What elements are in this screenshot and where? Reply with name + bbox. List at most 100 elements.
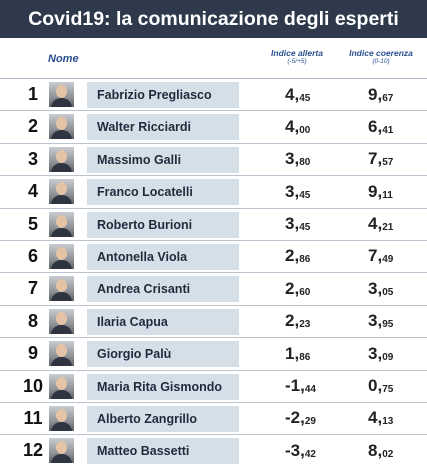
coerenza-decimal: 67 (382, 92, 394, 104)
allerta-decimal: 00 (299, 124, 311, 136)
allerta-decimal: 60 (299, 286, 311, 298)
column-header-coerenza-range: (0-10) (372, 58, 390, 66)
coerenza-decimal: 21 (382, 222, 394, 234)
avatar (49, 341, 74, 367)
avatar (49, 243, 74, 269)
column-header-allerta-label: Indice allerta (271, 48, 323, 58)
indice-coerenza-value: 9, 11 (368, 176, 393, 207)
coerenza-integer: 4, (368, 214, 383, 234)
coerenza-integer: 3, (368, 343, 383, 363)
coerenza-decimal: 57 (382, 157, 394, 169)
rank-number: 8 (27, 310, 38, 331)
expert-name: Giorgio Palù (87, 341, 239, 368)
allerta-integer: -1, (285, 376, 305, 396)
table-row: 4 Franco Locatelli 3, 45 9, 11 (0, 175, 427, 207)
allerta-decimal: 45 (299, 189, 311, 201)
coerenza-decimal: 49 (382, 254, 394, 266)
indice-allerta-value: -2, 29 (285, 403, 316, 434)
allerta-decimal: 23 (299, 319, 311, 331)
rank-number: 6 (27, 245, 38, 266)
indice-allerta-value: -1, 44 (285, 371, 316, 402)
allerta-integer: 2, (285, 311, 300, 331)
table-row: 1 Fabrizio Pregliasco 4, 45 9, 67 (0, 78, 427, 110)
expert-name: Franco Locatelli (87, 179, 239, 206)
indice-coerenza-value: 4, 21 (368, 209, 393, 240)
table-row: 7 Andrea Crisanti 2, 60 3, 05 (0, 272, 427, 304)
avatar (49, 179, 74, 205)
rank-number: 10 (22, 375, 44, 396)
indice-allerta-value: 3, 45 (285, 209, 310, 240)
indice-allerta-value: 2, 23 (285, 306, 310, 337)
coerenza-integer: 0, (368, 376, 383, 396)
allerta-decimal: 44 (304, 384, 316, 396)
coerenza-integer: 8, (368, 440, 383, 460)
allerta-decimal: 80 (299, 157, 311, 169)
coerenza-integer: 7, (368, 246, 383, 266)
coerenza-decimal: 02 (382, 448, 394, 460)
allerta-integer: 3, (285, 214, 300, 234)
allerta-integer: 1, (285, 343, 300, 363)
column-header-allerta: Indice allerta (-5/+5) (262, 48, 332, 66)
rank-number: 2 (27, 116, 38, 137)
indice-allerta-value: 2, 60 (285, 273, 310, 304)
allerta-integer: 2, (285, 278, 300, 298)
expert-name: Andrea Crisanti (87, 276, 239, 303)
coerenza-decimal: 75 (382, 384, 394, 396)
indice-coerenza-value: 7, 57 (368, 144, 393, 175)
avatar (49, 405, 74, 431)
avatar (49, 308, 74, 334)
indice-coerenza-value: 8, 02 (368, 435, 393, 466)
table-row: 9 Giorgio Palù 1, 86 3, 09 (0, 337, 427, 369)
rank-number: 7 (27, 278, 38, 299)
indice-coerenza-value: 6, 41 (368, 111, 393, 142)
allerta-integer: 4, (285, 116, 300, 136)
indice-coerenza-value: 3, 09 (368, 338, 393, 369)
coerenza-decimal: 11 (382, 189, 393, 201)
rank-number: 4 (27, 181, 38, 202)
allerta-decimal: 86 (299, 351, 311, 363)
allerta-integer: -3, (285, 440, 305, 460)
coerenza-integer: 3, (368, 311, 383, 331)
avatar (49, 82, 74, 107)
avatar (49, 211, 74, 237)
table-row: 11 Alberto Zangrillo -2, 29 4, 13 (0, 401, 427, 434)
indice-allerta-value: 2, 86 (285, 241, 310, 272)
expert-name: Roberto Burioni (87, 211, 239, 238)
coerenza-integer: 9, (368, 181, 383, 201)
allerta-integer: -2, (285, 408, 305, 428)
indice-coerenza-value: 3, 05 (368, 273, 393, 304)
coerenza-integer: 4, (368, 408, 383, 428)
allerta-decimal: 42 (304, 448, 316, 460)
avatar (49, 276, 74, 302)
rank-number: 1 (27, 84, 38, 104)
table-row: 10 Maria Rita Gismondo -1, 44 0, 75 (0, 369, 427, 402)
coerenza-decimal: 05 (382, 286, 394, 298)
indice-allerta-value: 3, 45 (285, 176, 310, 207)
indice-coerenza-value: 9, 67 (368, 79, 393, 110)
expert-name: Alberto Zangrillo (87, 405, 239, 432)
allerta-integer: 3, (285, 181, 300, 201)
column-header-coerenza-label: Indice coerenza (349, 48, 413, 58)
allerta-decimal: 29 (304, 416, 316, 428)
expert-name: Matteo Bassetti (87, 438, 239, 465)
rank-number: 12 (22, 440, 44, 461)
page-title: Covid19: la comunicazione degli esperti (0, 0, 427, 38)
expert-name: Maria Rita Gismondo (87, 373, 239, 400)
avatar (49, 438, 74, 464)
column-header-name: Nome (48, 53, 79, 65)
allerta-integer: 2, (285, 246, 300, 266)
column-header-coerenza: Indice coerenza (0-10) (342, 48, 420, 66)
column-header-allerta-range: (-5/+5) (287, 58, 307, 66)
allerta-integer: 3, (285, 149, 300, 169)
coerenza-integer: 3, (368, 278, 383, 298)
table-row: 12 Matteo Bassetti -3, 42 8, 02 (0, 434, 427, 466)
allerta-integer: 4, (285, 84, 300, 104)
indice-allerta-value: 4, 00 (285, 111, 310, 142)
expert-name: Massimo Galli (87, 146, 239, 173)
rank-number: 5 (27, 213, 38, 234)
coerenza-integer: 6, (368, 116, 383, 136)
allerta-decimal: 86 (299, 254, 311, 266)
expert-name: Antonella Viola (87, 243, 239, 270)
expert-name: Fabrizio Pregliasco (87, 82, 239, 108)
table-row: 3 Massimo Galli 3, 80 7, 57 (0, 142, 427, 175)
